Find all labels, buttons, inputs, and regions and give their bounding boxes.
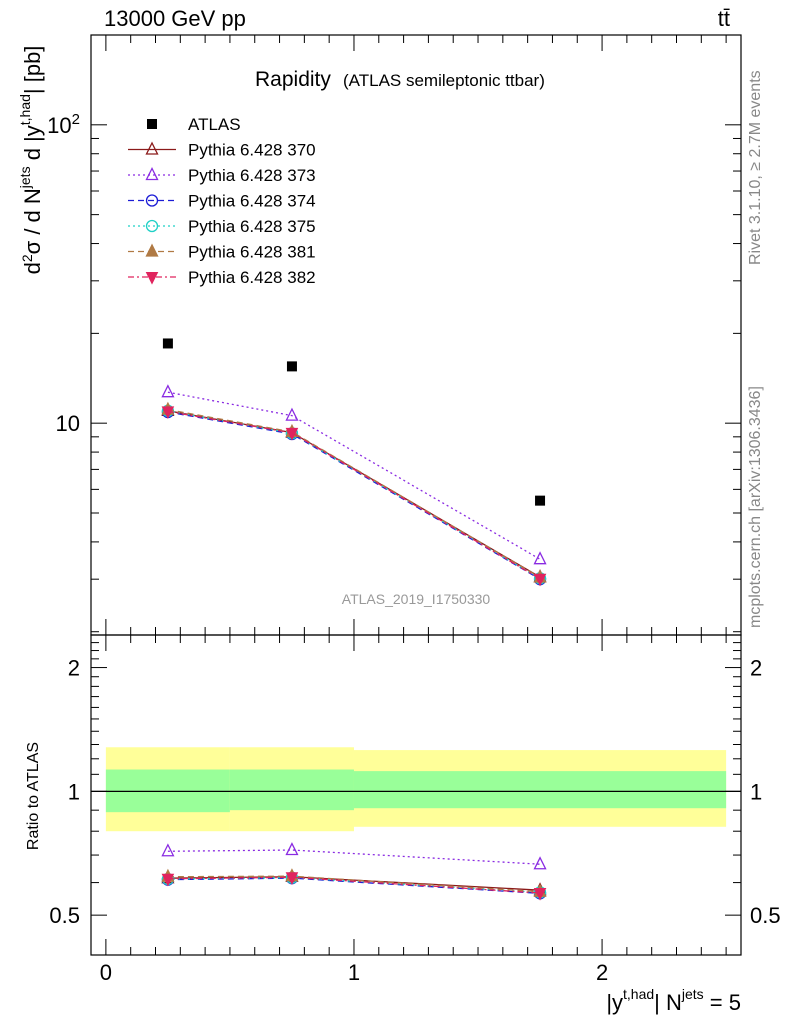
series-line <box>167 410 541 579</box>
data-point <box>535 495 546 506</box>
legend-marker <box>147 119 157 129</box>
ratio-band-inner <box>229 769 354 811</box>
ratio-band-inner <box>353 771 727 809</box>
chart-subtitle: (ATLAS semileptonic ttbar) <box>343 71 545 90</box>
mcplots-label: mcplots.cern.ch [arXiv:1306.3436] <box>747 386 764 628</box>
legend-label: Pythia 6.428 381 <box>188 243 316 262</box>
x-tick-label: 2 <box>596 960 608 985</box>
ratio-y-tick-label-right: 1 <box>750 779 762 804</box>
chart-title: Rapidity (ATLAS semileptonic ttbar) <box>255 66 545 91</box>
series-point <box>285 427 299 441</box>
y-tick-label: 10 <box>56 411 80 436</box>
series-line <box>167 411 541 580</box>
legend-label: Pythia 6.428 382 <box>188 268 316 287</box>
legend-marker <box>145 194 159 207</box>
series-line <box>167 409 541 579</box>
header-left: 13000 GeV pp <box>104 6 246 31</box>
ratio-series-point <box>285 872 299 885</box>
ratio-ylabel: Ratio to ATLAS <box>25 742 42 850</box>
series-line <box>167 410 541 580</box>
ratio-series-line <box>167 849 541 865</box>
ratio-series-point <box>285 842 299 856</box>
series-point <box>533 551 547 565</box>
ratio-series-point <box>161 843 175 857</box>
ratio-y-tick-label-right: 0.5 <box>750 903 781 928</box>
ratio-y-tick-label: 2 <box>68 656 80 681</box>
legend-marker <box>145 141 159 155</box>
ratio-series-line <box>167 876 541 894</box>
ratio-series-point <box>161 873 175 887</box>
legend-label: Pythia 6.428 374 <box>188 192 316 211</box>
series-line <box>167 391 541 560</box>
legend-label: Pythia 6.428 375 <box>188 217 316 236</box>
legend-label: Pythia 6.428 370 <box>188 141 316 160</box>
ratio-y-tick-label-right: 2 <box>750 656 762 681</box>
legend-marker <box>145 219 159 233</box>
ratio-plot-frame <box>90 634 742 956</box>
main-ylabel-text: d2σ / d Njets d |yt,had| [pb] <box>17 46 45 275</box>
rivet-label: Rivet 3.1.10, ≥ 2.7M events <box>747 70 764 265</box>
data-point <box>286 361 297 372</box>
ratio-series-point <box>533 888 547 901</box>
analysis-watermark: ATLAS_2019_I1750330 <box>342 591 491 607</box>
legend-marker <box>145 167 159 181</box>
data-point <box>162 338 173 349</box>
legend-marker <box>145 272 159 285</box>
ratio-y-tick-label: 1 <box>68 779 80 804</box>
main-ylabel: d2σ / d Njets d |yt,had| [pb] <box>17 46 45 275</box>
x-tick-label: 0 <box>100 960 112 985</box>
legend-label: Pythia 6.428 373 <box>188 166 316 185</box>
chart-title-main: Rapidity <box>255 68 331 91</box>
series-line <box>167 410 541 578</box>
ratio-series-line <box>167 876 541 894</box>
series-point <box>533 573 547 587</box>
ratio-y-tick-label: 0.5 <box>49 903 80 928</box>
x-axis-label: |yt,had| Njets = 5 <box>606 986 741 1015</box>
x-tick-label: 1 <box>348 960 360 985</box>
y-tick-label: 102 <box>47 111 80 138</box>
header-right: tt̄ <box>718 6 730 31</box>
series-point <box>161 406 175 420</box>
legend-label: ATLAS <box>188 115 241 134</box>
ratio-series-point <box>533 856 547 870</box>
legend-marker <box>145 243 159 257</box>
series-point <box>161 384 175 398</box>
series-point <box>285 407 299 421</box>
